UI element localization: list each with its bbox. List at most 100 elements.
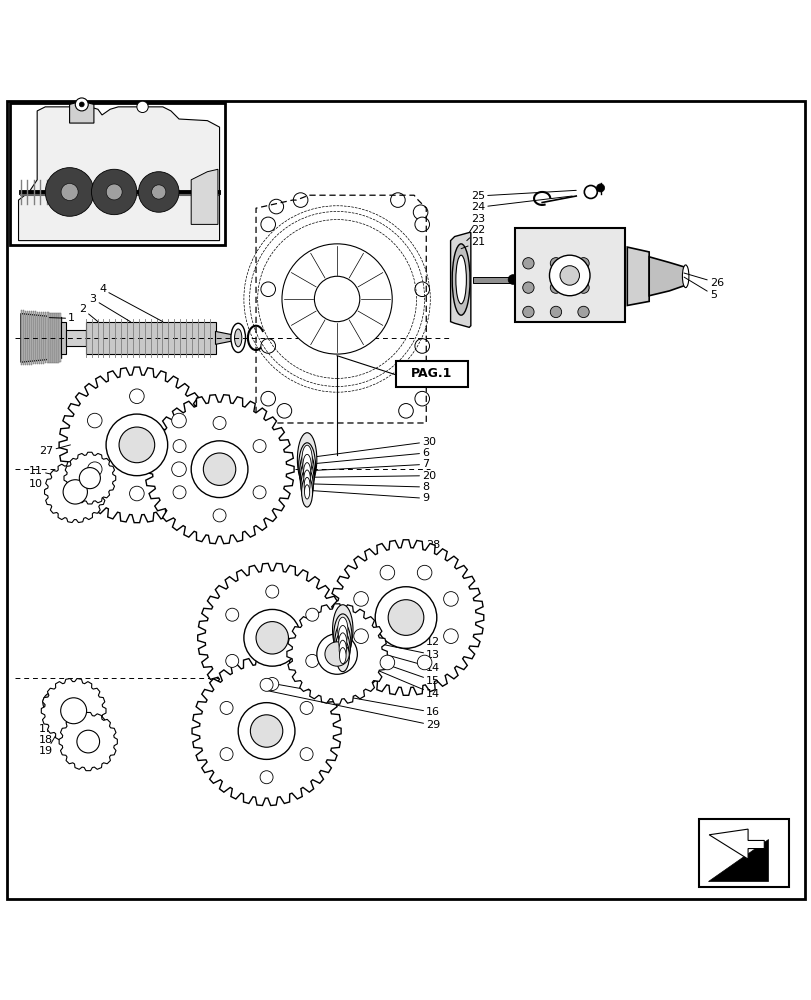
Text: 8: 8 bbox=[307, 482, 429, 492]
Bar bbox=[66, 330, 86, 346]
Circle shape bbox=[265, 585, 278, 598]
Circle shape bbox=[250, 715, 282, 747]
Circle shape bbox=[79, 102, 84, 107]
Ellipse shape bbox=[337, 617, 347, 642]
Polygon shape bbox=[70, 101, 94, 123]
Text: 26: 26 bbox=[683, 273, 723, 288]
Polygon shape bbox=[64, 452, 116, 504]
Circle shape bbox=[443, 592, 457, 606]
Bar bbox=[21, 310, 22, 365]
Bar bbox=[51, 313, 53, 363]
Ellipse shape bbox=[339, 640, 346, 658]
Circle shape bbox=[45, 168, 94, 216]
Circle shape bbox=[268, 199, 283, 214]
Bar bbox=[515, 228, 624, 322]
Text: 4: 4 bbox=[99, 284, 163, 322]
Polygon shape bbox=[215, 331, 231, 344]
Ellipse shape bbox=[333, 605, 353, 655]
Text: 1: 1 bbox=[49, 313, 75, 323]
Circle shape bbox=[220, 748, 233, 761]
Bar bbox=[29, 311, 30, 365]
Polygon shape bbox=[627, 247, 648, 305]
Circle shape bbox=[75, 98, 88, 111]
Ellipse shape bbox=[301, 477, 312, 507]
Circle shape bbox=[79, 468, 101, 489]
Circle shape bbox=[49, 699, 58, 707]
Circle shape bbox=[414, 217, 429, 232]
Ellipse shape bbox=[335, 631, 350, 667]
Circle shape bbox=[577, 282, 589, 293]
Circle shape bbox=[130, 486, 144, 501]
Circle shape bbox=[171, 462, 186, 476]
Ellipse shape bbox=[230, 323, 245, 352]
Circle shape bbox=[260, 217, 275, 232]
Text: 15: 15 bbox=[342, 649, 440, 686]
Text: 24: 24 bbox=[470, 196, 572, 212]
Circle shape bbox=[171, 413, 186, 428]
Circle shape bbox=[388, 600, 423, 635]
Bar bbox=[62, 322, 66, 354]
Bar bbox=[473, 277, 512, 283]
Polygon shape bbox=[41, 679, 106, 743]
Ellipse shape bbox=[681, 265, 688, 288]
Text: 30: 30 bbox=[307, 437, 436, 458]
Circle shape bbox=[417, 655, 431, 670]
Circle shape bbox=[119, 427, 155, 463]
Polygon shape bbox=[706, 839, 767, 881]
Circle shape bbox=[277, 404, 291, 418]
Circle shape bbox=[253, 440, 266, 453]
Text: 11: 11 bbox=[29, 466, 70, 478]
Text: 19: 19 bbox=[39, 719, 66, 756]
Circle shape bbox=[306, 608, 319, 621]
Ellipse shape bbox=[339, 648, 345, 664]
Circle shape bbox=[293, 193, 307, 207]
Circle shape bbox=[414, 339, 429, 353]
Circle shape bbox=[550, 306, 561, 318]
Ellipse shape bbox=[298, 443, 315, 489]
Circle shape bbox=[577, 258, 589, 269]
Bar bbox=[25, 311, 26, 365]
Circle shape bbox=[265, 678, 278, 690]
Circle shape bbox=[61, 698, 87, 724]
Circle shape bbox=[212, 509, 225, 522]
Text: 5: 5 bbox=[683, 277, 716, 300]
Circle shape bbox=[354, 629, 368, 643]
Ellipse shape bbox=[336, 640, 349, 672]
Ellipse shape bbox=[338, 633, 346, 652]
Text: 14: 14 bbox=[342, 643, 440, 673]
Circle shape bbox=[413, 205, 427, 220]
Polygon shape bbox=[328, 540, 483, 695]
Ellipse shape bbox=[333, 614, 351, 658]
Text: 2: 2 bbox=[79, 304, 98, 322]
Circle shape bbox=[414, 282, 429, 297]
Circle shape bbox=[260, 391, 275, 406]
Circle shape bbox=[550, 282, 561, 293]
Circle shape bbox=[414, 391, 429, 406]
Circle shape bbox=[152, 185, 165, 199]
Polygon shape bbox=[59, 367, 214, 523]
Circle shape bbox=[522, 258, 534, 269]
Ellipse shape bbox=[301, 468, 313, 502]
Bar bbox=[11, 103, 225, 245]
Polygon shape bbox=[59, 712, 117, 771]
Circle shape bbox=[443, 629, 457, 643]
Ellipse shape bbox=[234, 329, 242, 347]
Polygon shape bbox=[198, 563, 346, 712]
Circle shape bbox=[260, 771, 272, 784]
Bar bbox=[43, 312, 45, 364]
Circle shape bbox=[255, 622, 288, 654]
Polygon shape bbox=[192, 657, 341, 805]
Circle shape bbox=[354, 592, 368, 606]
Circle shape bbox=[220, 701, 233, 714]
Circle shape bbox=[380, 655, 394, 670]
Circle shape bbox=[508, 275, 517, 284]
Circle shape bbox=[243, 609, 300, 666]
Ellipse shape bbox=[303, 463, 311, 482]
Text: 13: 13 bbox=[342, 636, 440, 660]
Bar bbox=[47, 312, 49, 363]
Bar bbox=[49, 313, 50, 363]
Text: 10: 10 bbox=[29, 479, 51, 492]
Bar bbox=[698, 819, 787, 887]
Text: 29: 29 bbox=[266, 690, 440, 730]
Ellipse shape bbox=[299, 452, 314, 493]
